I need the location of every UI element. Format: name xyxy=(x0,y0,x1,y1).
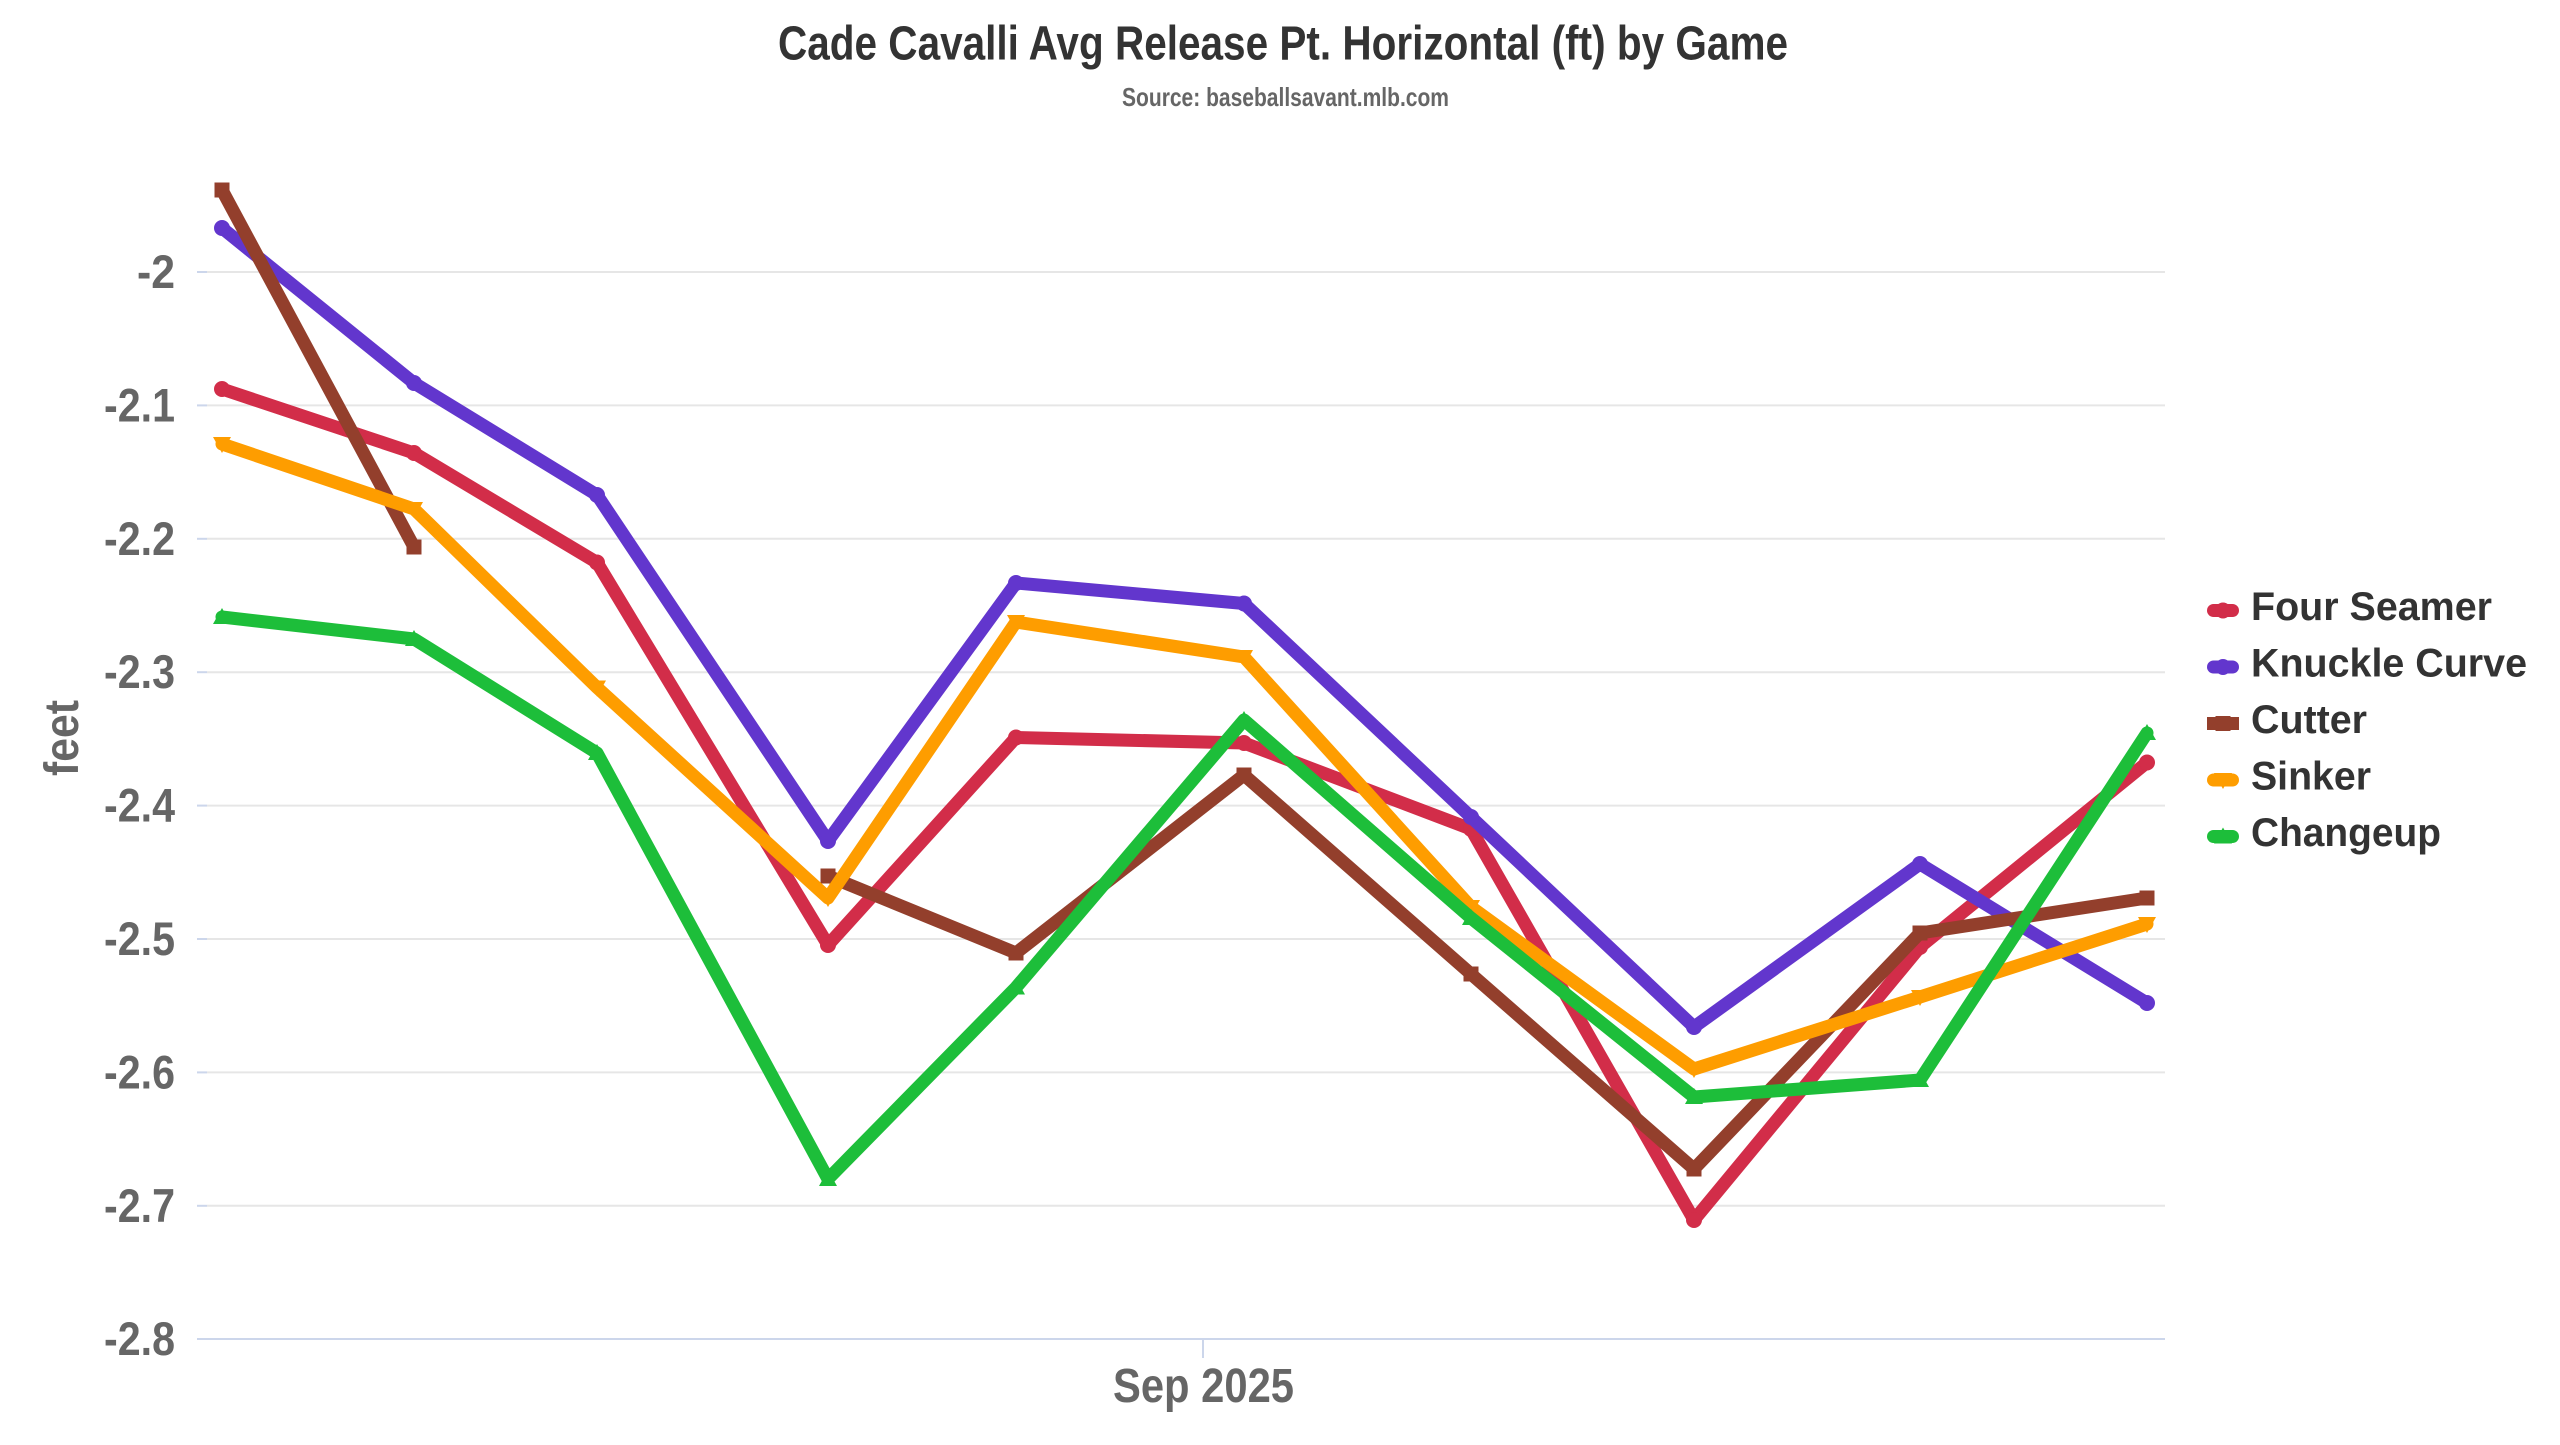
svg-text:Sinker: Sinker xyxy=(2251,755,2371,799)
svg-text:-2.5: -2.5 xyxy=(104,912,175,965)
svg-text:-2: -2 xyxy=(137,245,175,298)
svg-text:-2.3: -2.3 xyxy=(104,645,175,698)
svg-text:Four Seamer: Four Seamer xyxy=(2251,585,2492,629)
svg-text:-2.4: -2.4 xyxy=(104,779,175,832)
svg-text:Source: baseballsavant.mlb.com: Source: baseballsavant.mlb.com xyxy=(1122,82,1449,112)
svg-text:-2.7: -2.7 xyxy=(104,1179,175,1232)
svg-text:feet: feet xyxy=(36,700,89,776)
svg-text:Sep 2025: Sep 2025 xyxy=(1113,1360,1294,1413)
svg-text:-2.8: -2.8 xyxy=(104,1312,175,1365)
svg-text:Cutter: Cutter xyxy=(2251,698,2367,742)
svg-text:Changeup: Changeup xyxy=(2251,811,2441,855)
svg-text:Cade Cavalli Avg Release Pt. H: Cade Cavalli Avg Release Pt. Horizontal … xyxy=(778,18,1788,71)
svg-text:-2.1: -2.1 xyxy=(104,378,175,431)
svg-text:-2.6: -2.6 xyxy=(104,1045,175,1098)
svg-text:Knuckle Curve: Knuckle Curve xyxy=(2251,642,2527,686)
svg-text:-2.2: -2.2 xyxy=(104,512,175,565)
